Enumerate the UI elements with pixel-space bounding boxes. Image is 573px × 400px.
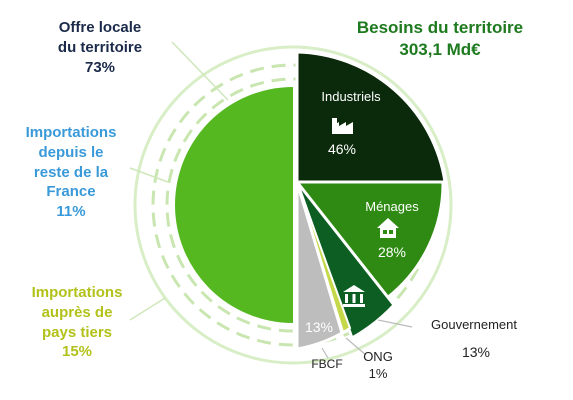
bank-icon <box>343 285 365 307</box>
slice-menages <box>293 180 445 301</box>
label-menages: Ménages <box>365 199 419 214</box>
house-icon <box>377 218 399 238</box>
label-ong: ONG 1% <box>353 348 403 382</box>
slice-industriels <box>295 50 447 184</box>
slice-fbcf <box>295 181 344 351</box>
chart-title-besoins: Besoins du territoire 303,1 Md€ <box>330 17 550 62</box>
leader-ong <box>345 337 367 356</box>
percent-ong: 1% <box>368 366 388 382</box>
percent-importations-tiers: 15% <box>61 343 93 361</box>
percent-menages: 28% <box>377 244 407 260</box>
label-offre-locale: Offre locale du territoire 73% <box>40 18 160 77</box>
total-value: 303,1 Md€ <box>399 40 481 60</box>
percent-industriels: 46% <box>327 141 357 157</box>
leader-fbcf <box>321 347 329 359</box>
label-importations-tiers: Importations auprès de pays tiers 15% <box>2 283 152 362</box>
slice-gouvernement <box>295 181 396 341</box>
slice-offre-locale <box>175 87 293 323</box>
percent-offre-locale: 73% <box>84 58 116 76</box>
factory-icon <box>332 118 353 134</box>
label-importations-france: Importations depuis le reste de la Franc… <box>6 123 136 222</box>
leader-import-tiers <box>129 297 166 321</box>
label-industriels: Industriels <box>321 89 381 104</box>
outer-ring <box>133 45 453 365</box>
label-fbcf: FBCF <box>311 357 343 371</box>
label-gouvernement: Gouvernement <box>431 317 517 332</box>
leader-gouvernement <box>377 319 413 328</box>
leader-offre <box>171 41 229 101</box>
percent-gouvernement: 13% <box>461 344 491 360</box>
leader-import-france <box>129 167 169 183</box>
percent-fbcf: 13% <box>304 319 334 335</box>
percent-importations-france: 11% <box>56 203 86 221</box>
